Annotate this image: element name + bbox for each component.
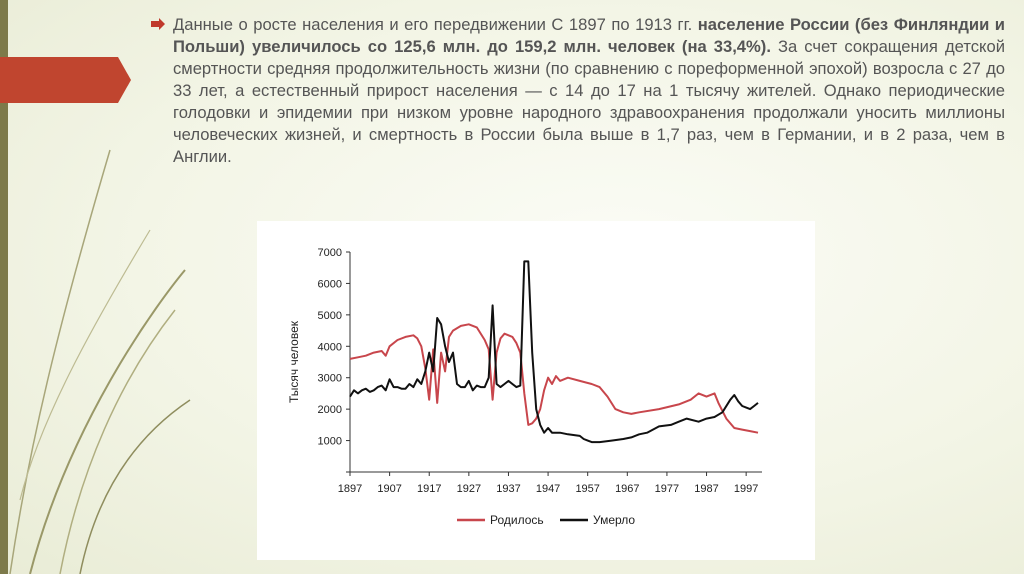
x-tick-label: 1997 xyxy=(734,483,758,495)
y-tick-label: 7000 xyxy=(318,247,342,259)
chart-image: 1000 2000 3000 4000 5000 6000 7000 1897 1907 1917… xyxy=(257,221,815,560)
red-arrow-tab xyxy=(0,57,131,103)
deco-curve xyxy=(19,229,151,501)
x-tick-label: 1977 xyxy=(655,483,679,495)
x-tick-label: 1957 xyxy=(575,483,599,495)
paragraph-bold-statement: население России (без Финляндии и Польши… xyxy=(173,15,1005,56)
y-tick-label: 2000 xyxy=(318,404,342,416)
x-tick-label: 1927 xyxy=(457,483,481,495)
deco-curve xyxy=(79,399,191,574)
x-tick-label: 1907 xyxy=(377,483,401,495)
decorative-left-border xyxy=(0,0,191,574)
population-chart: 1000 2000 3000 4000 5000 6000 7000 1897 1907 1917… xyxy=(287,247,762,527)
x-tick-label: 1897 xyxy=(338,483,362,495)
y-tick-label: 3000 xyxy=(318,373,342,385)
vertical-bar xyxy=(0,0,8,574)
y-tick-label: 6000 xyxy=(318,278,342,290)
x-tick-label: 1937 xyxy=(496,483,520,495)
legend-label: Родилось xyxy=(490,513,544,527)
y-tick-label: 5000 xyxy=(318,310,342,322)
deco-curve xyxy=(59,309,176,574)
paragraph-body: За счет сокращения детской смертности ср… xyxy=(173,37,1005,166)
series-line-born xyxy=(349,323,759,434)
y-tick-label: 4000 xyxy=(318,341,342,353)
x-tick-label: 1967 xyxy=(615,483,639,495)
y-axis-label: Тысяч человек xyxy=(287,320,301,403)
y-tick-label: 1000 xyxy=(318,436,342,448)
main-paragraph: Данные о росте населения и его передвиже… xyxy=(173,14,1005,168)
legend-label: Умерло xyxy=(593,513,635,527)
series-line-died xyxy=(349,260,759,444)
x-tick-label: 1947 xyxy=(536,483,560,495)
deco-curve xyxy=(29,269,186,574)
x-tick-label: 1987 xyxy=(694,483,718,495)
deco-curve xyxy=(9,149,111,574)
x-tick-label: 1917 xyxy=(417,483,441,495)
paragraph-intro: Данные о росте населения и его передвиже… xyxy=(173,15,698,34)
arrow-bullet-icon xyxy=(151,18,165,30)
